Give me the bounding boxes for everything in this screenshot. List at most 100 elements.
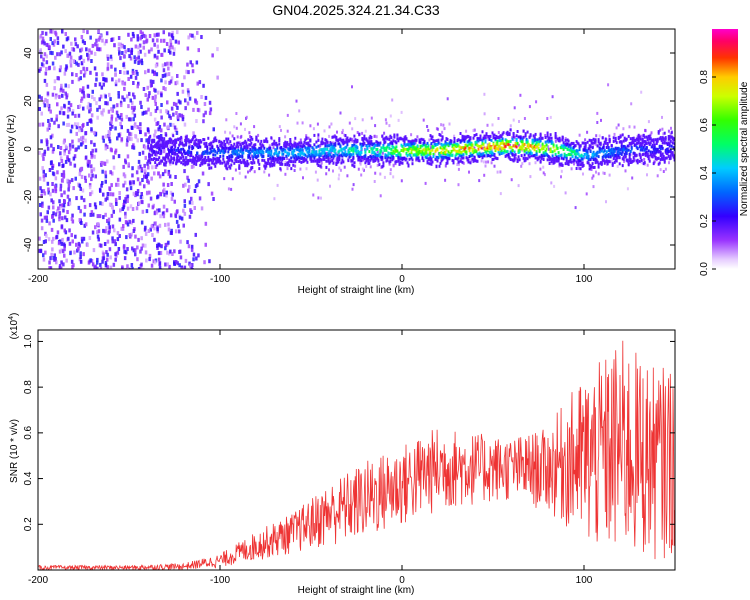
heatmap-cell (467, 135, 470, 139)
heatmap-cell (82, 106, 85, 111)
heatmap-cell (387, 153, 390, 157)
heatmap-cell (381, 157, 384, 161)
heatmap-cell (63, 103, 66, 108)
heatmap-cell (140, 236, 143, 241)
heatmap-cell (125, 142, 129, 147)
heatmap-cell (132, 248, 136, 253)
heatmap-cell (417, 152, 420, 156)
heatmap-cell (152, 145, 155, 149)
heatmap-cell (171, 192, 174, 197)
heatmap-cell (169, 61, 172, 66)
heatmap-cell (134, 248, 137, 253)
heatmap-cell (340, 148, 343, 152)
heatmap-cell (173, 158, 176, 162)
heatmap-cell (625, 137, 628, 141)
heatmap-cell (263, 159, 266, 163)
heatmap-cell (216, 47, 219, 52)
heatmap-cell (401, 161, 404, 165)
heatmap-cell (509, 128, 512, 132)
heatmap-cell (139, 122, 142, 127)
heatmap-cell (627, 144, 630, 148)
heatmap-cell (505, 153, 508, 157)
heatmap-cell (235, 160, 238, 163)
heatmap-cell (45, 82, 49, 87)
heatmap-cell (334, 148, 337, 152)
heatmap-cell (162, 182, 165, 187)
snr-y-axis: 0.20.40.60.81.0 (23, 334, 675, 531)
heatmap-cell (114, 242, 117, 247)
heatmap-cell (428, 138, 431, 142)
heatmap-cell (389, 172, 392, 176)
heatmap-cell (60, 193, 63, 198)
heatmap-cell (518, 120, 520, 123)
heatmap-cell (410, 133, 413, 137)
heatmap-cell (112, 262, 116, 267)
heatmap-cell (176, 91, 179, 96)
heatmap-cell (112, 155, 115, 160)
heatmap-cell (592, 185, 595, 189)
heatmap-cell (575, 160, 578, 164)
heatmap-cell (457, 160, 460, 164)
heatmap-cell (329, 184, 331, 188)
heatmap-cell (51, 41, 54, 46)
heatmap-cell (95, 38, 98, 43)
heatmap-cell (329, 157, 332, 161)
heatmap-cell (370, 155, 373, 159)
heatmap-cell (79, 259, 83, 264)
heatmap-cell (195, 162, 198, 166)
heatmap-cell (124, 197, 127, 202)
heatmap-cell (369, 142, 372, 146)
heatmap-cell (599, 147, 602, 151)
heatmap-cell (144, 70, 147, 75)
heatmap-cell (182, 147, 185, 151)
heatmap-cell (76, 122, 80, 127)
heatmap-cell (561, 163, 564, 167)
heatmap-cell (190, 247, 194, 252)
heatmap-cell (167, 158, 170, 163)
heatmap-cell (40, 40, 44, 45)
heatmap-cell (467, 160, 470, 164)
heatmap-cell (65, 258, 68, 263)
heatmap-cell (237, 148, 240, 152)
heatmap-cell (133, 55, 136, 60)
heatmap-cell (154, 88, 157, 93)
heatmap-cell (332, 141, 334, 145)
heatmap-cell (325, 139, 328, 143)
heatmap-cell (103, 162, 107, 166)
heatmap-cell (339, 168, 342, 172)
heatmap-cell (533, 136, 536, 140)
heatmap-cell (188, 214, 192, 219)
heatmap-cell (126, 138, 129, 143)
heatmap-cell (430, 162, 433, 166)
heatmap-cell (47, 125, 51, 130)
heatmap-cell (466, 144, 469, 148)
heatmap-cell (106, 252, 109, 257)
heatmap-cell (177, 224, 180, 229)
heatmap-cell (42, 63, 45, 68)
heatmap-cell (212, 159, 215, 163)
heatmap-cell (204, 110, 207, 115)
heatmap-cell (546, 117, 549, 120)
heatmap-cell (151, 165, 154, 170)
heatmap-cell (111, 205, 114, 209)
heatmap-cell (111, 77, 114, 82)
heatmap-cell (150, 224, 153, 229)
heatmap-cell (139, 130, 142, 135)
heatmap-cell (68, 179, 71, 184)
heatmap-cell (185, 141, 188, 144)
heatmap-cell (200, 35, 203, 39)
heatmap-cell (141, 200, 144, 205)
heatmap-cell (385, 135, 388, 139)
heatmap-cell (47, 187, 50, 192)
heatmap-cell (510, 178, 513, 182)
heatmap-cell (596, 144, 599, 148)
heatmap-cell (383, 175, 386, 179)
heatmap-cell (128, 131, 131, 136)
heatmap-cell (554, 136, 557, 140)
heatmap-cell (175, 260, 178, 264)
heatmap-cell (164, 144, 167, 148)
heatmap-cell (504, 144, 507, 148)
heatmap-cell (137, 159, 141, 164)
heatmap-cell (78, 104, 82, 109)
heatmap-cell (112, 209, 115, 214)
